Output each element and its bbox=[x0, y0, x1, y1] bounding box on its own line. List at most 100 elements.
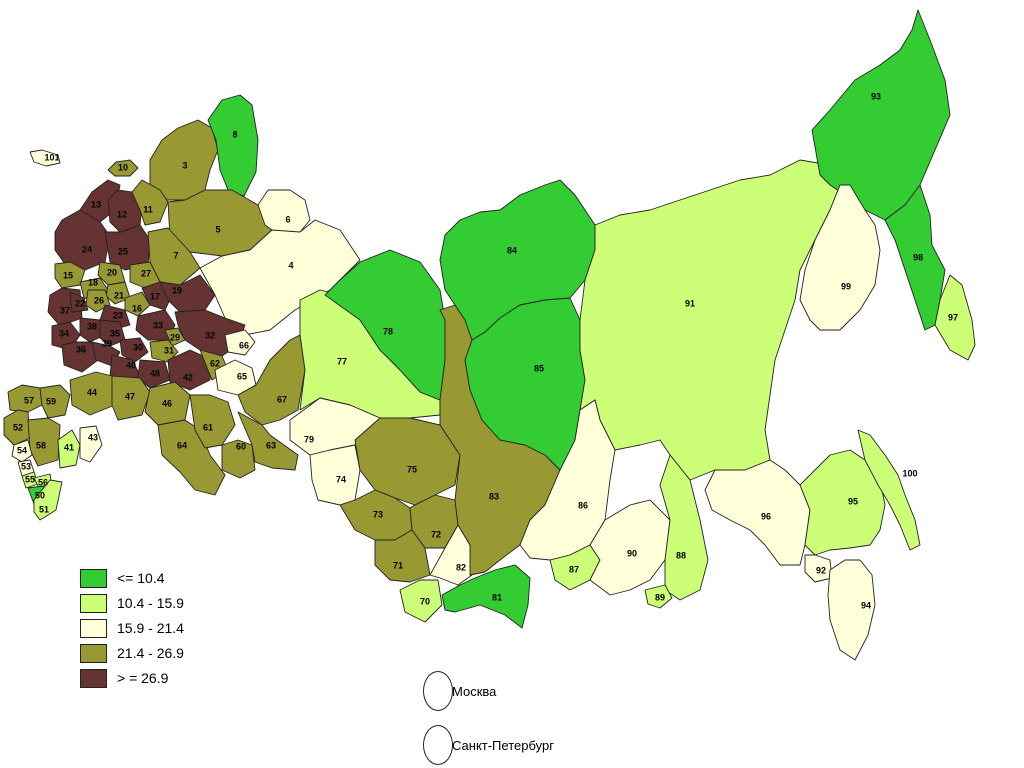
region-label-58: 58 bbox=[36, 440, 46, 450]
region-30 bbox=[119, 337, 149, 363]
region-42 bbox=[167, 349, 213, 391]
region-label-8: 8 bbox=[232, 129, 237, 139]
region-label-38: 38 bbox=[87, 321, 97, 331]
city-spb: Санкт-Петербург bbox=[423, 725, 554, 765]
region-label-53: 53 bbox=[21, 461, 31, 471]
region-99 bbox=[799, 184, 881, 331]
region-label-79: 79 bbox=[304, 434, 314, 444]
city-moscow-circle bbox=[423, 671, 453, 711]
region-label-95: 95 bbox=[848, 496, 858, 506]
region-label-90: 90 bbox=[627, 548, 637, 558]
city-moscow-label: Москва bbox=[452, 683, 497, 699]
region-label-34: 34 bbox=[59, 328, 69, 338]
region-label-20: 20 bbox=[107, 267, 117, 277]
legend-item: <= 10.4 bbox=[80, 566, 184, 590]
region-label-89: 89 bbox=[655, 592, 665, 602]
region-16 bbox=[124, 291, 151, 317]
region-label-82: 82 bbox=[456, 562, 466, 572]
region-label-62: 62 bbox=[210, 358, 220, 368]
region-label-81: 81 bbox=[492, 592, 502, 602]
region-label-44: 44 bbox=[87, 387, 97, 397]
region-38 bbox=[79, 317, 106, 343]
region-96 bbox=[704, 459, 811, 566]
region-label-29: 29 bbox=[170, 332, 180, 342]
region-63 bbox=[237, 411, 299, 471]
region-label-15: 15 bbox=[63, 270, 73, 280]
region-label-23: 23 bbox=[113, 310, 123, 320]
region-label-13: 13 bbox=[91, 199, 101, 209]
region-label-33: 33 bbox=[153, 320, 163, 330]
region-label-60: 60 bbox=[236, 441, 246, 451]
region-label-93: 93 bbox=[871, 91, 881, 101]
region-70 bbox=[399, 579, 443, 623]
region-label-56: 56 bbox=[38, 477, 48, 487]
region-label-99: 99 bbox=[841, 281, 851, 291]
region-label-94: 94 bbox=[861, 600, 871, 610]
legend-label: 15.9 - 21.4 bbox=[117, 620, 184, 636]
region-label-77: 77 bbox=[337, 356, 347, 366]
region-label-21: 21 bbox=[114, 290, 124, 300]
region-label-6: 6 bbox=[285, 214, 290, 224]
region-47 bbox=[111, 375, 151, 421]
region-label-52: 52 bbox=[13, 422, 23, 432]
region-label-59: 59 bbox=[46, 396, 56, 406]
region-label-88: 88 bbox=[676, 550, 686, 560]
region-label-5: 5 bbox=[215, 224, 220, 234]
region-75 bbox=[354, 417, 461, 506]
legend-swatch bbox=[80, 618, 107, 638]
region-label-78: 78 bbox=[383, 326, 393, 336]
region-51 bbox=[33, 479, 63, 521]
region-label-25: 25 bbox=[118, 246, 128, 256]
region-label-96: 96 bbox=[761, 511, 771, 521]
region-64 bbox=[157, 419, 226, 496]
region-label-97: 97 bbox=[948, 312, 958, 322]
legend-swatch bbox=[80, 593, 107, 613]
legend-item: 21.4 - 26.9 bbox=[80, 641, 184, 665]
region-48 bbox=[137, 359, 171, 389]
region-60 bbox=[221, 439, 256, 479]
region-label-63: 63 bbox=[266, 440, 276, 450]
region-label-65: 65 bbox=[237, 371, 247, 381]
region-81 bbox=[441, 564, 531, 629]
region-88 bbox=[659, 454, 709, 601]
region-label-43: 43 bbox=[88, 432, 98, 442]
region-43 bbox=[79, 425, 103, 463]
legend-swatch bbox=[80, 643, 107, 663]
region-label-64: 64 bbox=[177, 440, 187, 450]
region-label-85: 85 bbox=[534, 363, 544, 373]
region-label-19: 19 bbox=[172, 285, 182, 295]
region-8 bbox=[207, 94, 259, 197]
legend-label: <= 10.4 bbox=[117, 570, 165, 586]
legend-label: > = 26.9 bbox=[117, 670, 169, 686]
region-label-4: 4 bbox=[288, 260, 293, 270]
region-94 bbox=[827, 559, 876, 661]
legend-swatch bbox=[80, 668, 107, 688]
region-label-57: 57 bbox=[24, 395, 34, 405]
region-label-46: 46 bbox=[162, 398, 172, 408]
region-66 bbox=[224, 329, 256, 356]
city-spb-circle bbox=[423, 725, 453, 765]
region-22 bbox=[69, 291, 89, 313]
region-label-11: 11 bbox=[143, 204, 153, 214]
region-label-27: 27 bbox=[141, 268, 151, 278]
region-label-40: 40 bbox=[126, 360, 136, 370]
region-15 bbox=[54, 261, 86, 289]
region-89 bbox=[644, 584, 673, 609]
region-6 bbox=[257, 189, 311, 235]
region-label-54: 54 bbox=[17, 445, 27, 455]
region-100 bbox=[857, 429, 921, 551]
city-spb-label: Санкт-Петербург bbox=[452, 737, 554, 753]
region-label-74: 74 bbox=[336, 474, 346, 484]
region-label-42: 42 bbox=[183, 372, 193, 382]
region-59 bbox=[39, 384, 71, 419]
region-10 bbox=[107, 159, 139, 177]
region-label-84: 84 bbox=[507, 245, 517, 255]
region-label-75: 75 bbox=[407, 464, 417, 474]
region-label-16: 16 bbox=[132, 303, 142, 313]
region-label-70: 70 bbox=[420, 596, 430, 606]
region-label-26: 26 bbox=[94, 295, 104, 305]
legend-item: 15.9 - 21.4 bbox=[80, 616, 184, 640]
legend-label: 10.4 - 15.9 bbox=[117, 595, 184, 611]
region-26 bbox=[85, 289, 111, 313]
